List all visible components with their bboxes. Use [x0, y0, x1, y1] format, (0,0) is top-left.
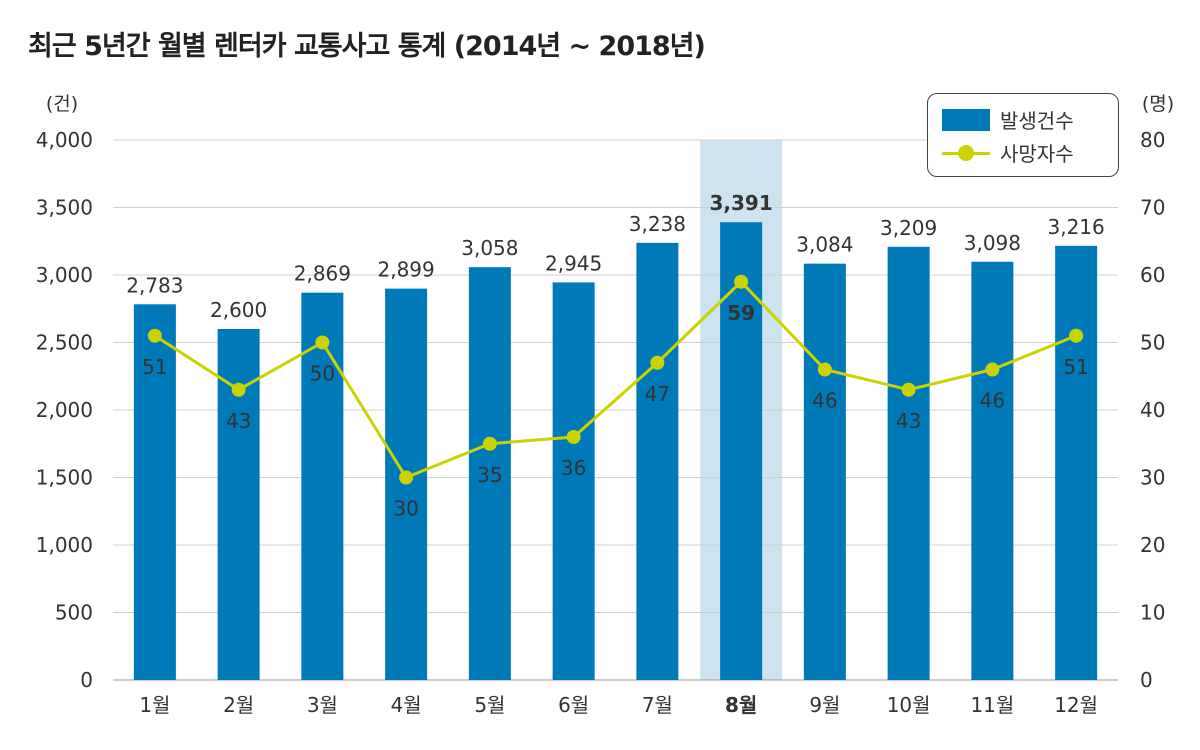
line-point: [482, 436, 497, 451]
bar: [133, 304, 176, 680]
x-tick-label: 2월: [223, 693, 254, 717]
line-point: [147, 328, 162, 343]
bar: [803, 263, 846, 680]
bar-value-label: 3,391: [709, 191, 772, 215]
line-point: [231, 382, 246, 397]
line-point: [399, 470, 414, 485]
x-tick-label: 12월: [1054, 693, 1098, 717]
line-point: [817, 362, 832, 377]
line-point: [734, 274, 749, 289]
bar: [636, 242, 679, 680]
left-tick-label: 3,000: [36, 263, 93, 287]
left-tick-label: 2,000: [36, 398, 93, 422]
line-value-label: 30: [393, 497, 418, 521]
x-tick-label: 5월: [474, 693, 505, 717]
left-tick-label: 500: [55, 601, 93, 625]
bar-value-label: 3,209: [880, 216, 937, 240]
right-tick-label: 40: [1140, 398, 1165, 422]
line-value-label: 35: [477, 463, 502, 487]
bar-value-label: 2,899: [377, 258, 434, 282]
x-tick-label: 8월: [725, 693, 757, 717]
right-tick-label: 80: [1140, 128, 1165, 152]
bar: [552, 282, 595, 680]
legend-label: 사망자수: [1000, 142, 1074, 166]
line-point: [315, 335, 330, 350]
bar-value-label: 3,084: [796, 233, 853, 257]
line-value-label: 46: [812, 389, 837, 413]
x-tick-label: 11월: [970, 693, 1014, 717]
x-tick-label: 10월: [887, 693, 931, 717]
bar: [468, 267, 511, 680]
chart-title: 최근 5년간 월별 렌터카 교통사고 통계 (2014년 ~ 2018년): [28, 31, 706, 62]
right-axis-unit: (명): [1142, 93, 1174, 115]
bar-value-label: 3,098: [964, 231, 1021, 255]
line-point: [650, 355, 665, 370]
left-tick-label: 0: [80, 668, 93, 692]
line-series: [154, 279, 1077, 480]
right-tick-label: 60: [1140, 263, 1165, 287]
bar-value-label: 3,216: [1047, 215, 1104, 239]
bar: [301, 292, 344, 680]
bar-value-label: 2,600: [210, 298, 267, 322]
left-tick-label: 1,000: [36, 533, 93, 557]
bar: [720, 222, 763, 680]
line-value-label: 50: [310, 362, 335, 386]
line-point: [1069, 328, 1084, 343]
bar-value-label: 2,783: [126, 273, 183, 297]
bar: [887, 246, 930, 680]
x-tick-label: 9월: [809, 693, 840, 717]
line-value-label: 43: [226, 409, 251, 433]
x-tick-label: 1월: [139, 693, 170, 717]
left-tick-label: 3,500: [36, 196, 93, 220]
legend: 발생건수 사망자수: [927, 93, 1119, 177]
left-tick-label: 2,500: [36, 331, 93, 355]
right-tick-label: 30: [1140, 466, 1165, 490]
right-tick-label: 10: [1140, 601, 1165, 625]
left-axis-unit: (건): [46, 93, 78, 115]
bar: [1055, 245, 1098, 680]
x-tick-label: 6월: [558, 693, 589, 717]
line-value-label: 46: [980, 389, 1005, 413]
right-tick-label: 20: [1140, 533, 1165, 557]
bar-value-label: 3,238: [629, 212, 686, 236]
legend-item-line: 사망자수: [942, 138, 1074, 167]
x-tick-label: 3월: [307, 693, 338, 717]
legend-label: 발생건수: [1000, 109, 1074, 133]
bar: [971, 261, 1014, 680]
line-point: [985, 362, 1000, 377]
line-value-label: 36: [561, 456, 586, 480]
line-value-label: 51: [142, 355, 167, 379]
line-value-label: 59: [727, 301, 755, 325]
line-point: [566, 430, 581, 444]
bar-value-label: 2,945: [545, 251, 602, 275]
line-point: [901, 382, 916, 397]
legend-line-swatch: [942, 142, 990, 164]
right-tick-label: 50: [1140, 331, 1165, 355]
left-tick-label: 1,500: [36, 466, 93, 490]
bar-value-label: 2,869: [294, 262, 351, 286]
line-value-label: 43: [896, 409, 921, 433]
right-tick-label: 0: [1140, 668, 1153, 692]
x-tick-label: 7월: [642, 693, 673, 717]
line-value-label: 51: [1063, 355, 1088, 379]
left-tick-label: 4,000: [36, 128, 93, 152]
right-tick-label: 70: [1140, 196, 1165, 220]
x-tick-label: 4월: [391, 693, 422, 717]
line-value-label: 47: [645, 382, 670, 406]
legend-bar-swatch: [942, 108, 990, 131]
legend-item-bar: 발생건수: [942, 105, 1074, 134]
bar-value-label: 3,058: [461, 236, 518, 260]
